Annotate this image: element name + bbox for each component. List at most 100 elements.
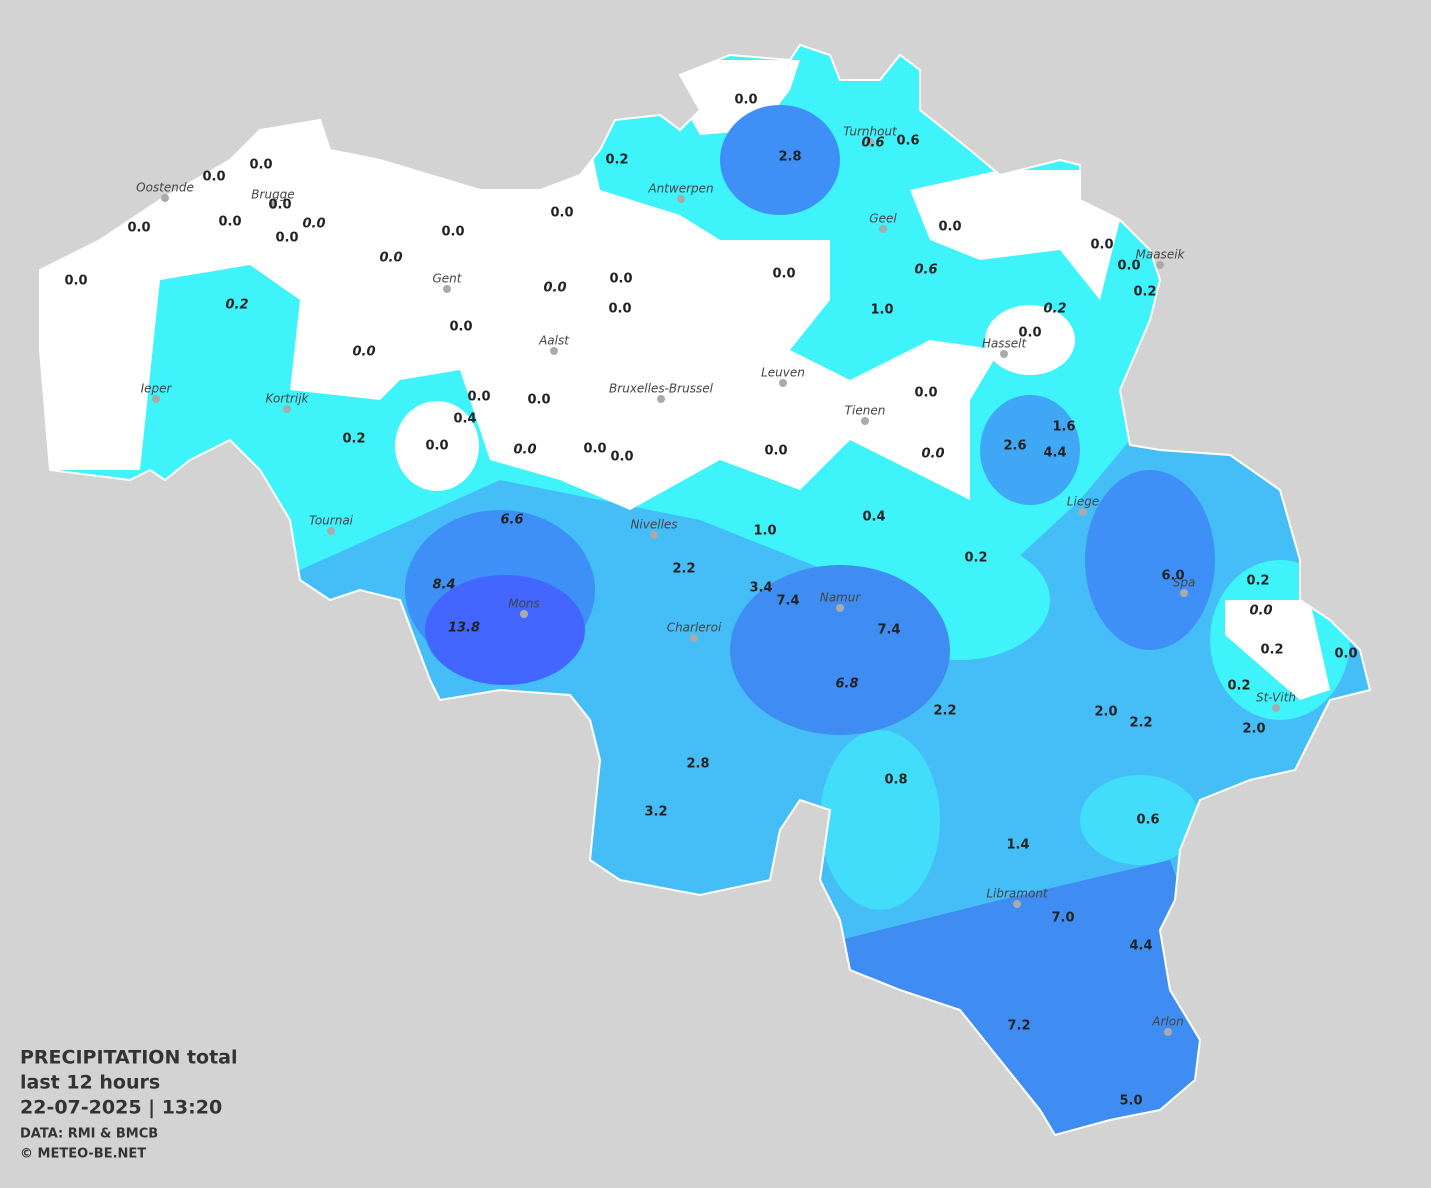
city-name: St-Vith — [1256, 691, 1296, 705]
city-name: Bruxelles-Brussel — [609, 382, 714, 396]
precip-value: 0.0 — [379, 251, 402, 266]
city-dot — [520, 610, 528, 618]
precip-value: 0.0 — [127, 221, 150, 236]
precip-value: 0.2 — [225, 298, 248, 313]
precip-value: 4.4 — [1129, 939, 1152, 954]
precip-value: 7.4 — [776, 594, 799, 609]
precip-value: 0.0 — [938, 220, 961, 235]
precip-value: 0.0 — [543, 281, 566, 296]
city-name: Tienen — [845, 404, 886, 418]
city-name: Leuven — [761, 366, 805, 380]
city-dot — [650, 531, 658, 539]
city-name: Aalst — [538, 334, 570, 348]
precip-value: 0.0 — [1334, 647, 1357, 662]
city-dot — [861, 417, 869, 425]
city-name: Libramont — [986, 887, 1049, 901]
precip-value: 3.2 — [644, 805, 667, 820]
precip-value: 0.2 — [1227, 679, 1250, 694]
precip-value: 7.0 — [1051, 911, 1074, 926]
subtitle: last 12 hours — [20, 1072, 160, 1094]
city-dot — [657, 395, 665, 403]
city-name: Arlon — [1151, 1015, 1183, 1029]
precip-value: 2.8 — [778, 150, 801, 165]
precip-value: 2.8 — [686, 757, 709, 772]
precip-value: 0.0 — [249, 158, 272, 173]
city-dot — [152, 395, 160, 403]
precip-value: 0.0 — [513, 443, 536, 458]
precip-value: 0.0 — [608, 302, 631, 317]
precip-value: 0.0 — [1249, 604, 1272, 619]
precip-value: 0.4 — [862, 510, 885, 525]
precip-value: 0.2 — [1246, 574, 1269, 589]
precip-value: 2.0 — [1242, 722, 1265, 737]
precip-value: 2.2 — [672, 562, 695, 577]
precip-value: 2.2 — [933, 704, 956, 719]
precip-value: 2.2 — [1129, 716, 1152, 731]
city-name: Turnhout — [843, 125, 898, 139]
city-dot — [866, 138, 874, 146]
precip-value: 0.2 — [964, 551, 987, 566]
city-dot — [879, 225, 887, 233]
precip-value: 0.0 — [583, 442, 606, 457]
city-dot — [779, 379, 787, 387]
city-name: Brugge — [251, 188, 294, 202]
city-dot — [550, 347, 558, 355]
precip-value: 0.0 — [449, 320, 472, 335]
precip-value: 13.8 — [448, 621, 480, 636]
city-name: Gent — [433, 272, 463, 286]
precip-value: 0.4 — [453, 412, 476, 427]
city-dot — [1180, 589, 1188, 597]
precip-value: 0.2 — [342, 432, 365, 447]
precip-value: 0.0 — [268, 198, 291, 213]
city-dot — [1013, 900, 1021, 908]
precip-value: 2.0 — [1094, 705, 1117, 720]
title: PRECIPITATION total — [20, 1047, 238, 1069]
credit: DATA: RMI & BMCB — [20, 1127, 158, 1142]
precip-value: 0.0 — [734, 93, 757, 108]
city-dot — [677, 195, 685, 203]
precip-value: 7.4 — [877, 623, 900, 638]
precip-value: 4.4 — [1043, 446, 1066, 461]
precip-value: 6.8 — [835, 677, 858, 692]
precip-value: 0.0 — [302, 217, 325, 232]
precip-value: 3.4 — [749, 581, 772, 596]
precip-value: 1.4 — [1006, 838, 1029, 853]
precip-value: 0.0 — [610, 450, 633, 465]
precip-value: 2.6 — [1003, 439, 1026, 454]
city-dot — [1000, 350, 1008, 358]
precip-value: 0.2 — [1260, 643, 1283, 658]
precip-value: 1.0 — [870, 303, 893, 318]
precip-value: 0.0 — [218, 215, 241, 230]
precip-value: 0.2 — [1043, 302, 1066, 317]
city-name: Namur — [820, 591, 862, 605]
precip-value: 0.0 — [527, 393, 550, 408]
precip-value: 6.6 — [500, 513, 523, 528]
city-name: Oostende — [136, 181, 194, 195]
precip-value: 0.6 — [914, 263, 937, 278]
city-name: Tournai — [309, 514, 354, 528]
city-dot — [1079, 508, 1087, 516]
city-name: Antwerpen — [647, 182, 713, 196]
precip-value: 0.0 — [1117, 259, 1140, 274]
precip-value: 0.0 — [467, 390, 490, 405]
country-border — [39, 43, 1372, 1137]
city-name: Geel — [869, 212, 897, 226]
date: 22-07-2025 | 13:20 — [20, 1097, 222, 1119]
city-dot — [283, 405, 291, 413]
city-name: Liege — [1067, 495, 1099, 509]
precip-value: 0.8 — [884, 773, 907, 788]
precip-value: 0.0 — [352, 345, 375, 360]
precip-value: 0.6 — [896, 134, 919, 149]
precip-value: 0.0 — [64, 274, 87, 289]
precip-value: 0.0 — [914, 386, 937, 401]
city-dot — [1164, 1028, 1172, 1036]
precip-value: 0.6 — [1136, 813, 1159, 828]
city-name: Spa — [1173, 576, 1196, 590]
city-name: Mons — [508, 597, 540, 611]
city-dot — [269, 201, 277, 209]
precip-value: 0.2 — [605, 153, 628, 168]
precip-value: 0.0 — [764, 444, 787, 459]
city-dot — [161, 194, 169, 202]
precip-value: 0.0 — [921, 447, 944, 462]
